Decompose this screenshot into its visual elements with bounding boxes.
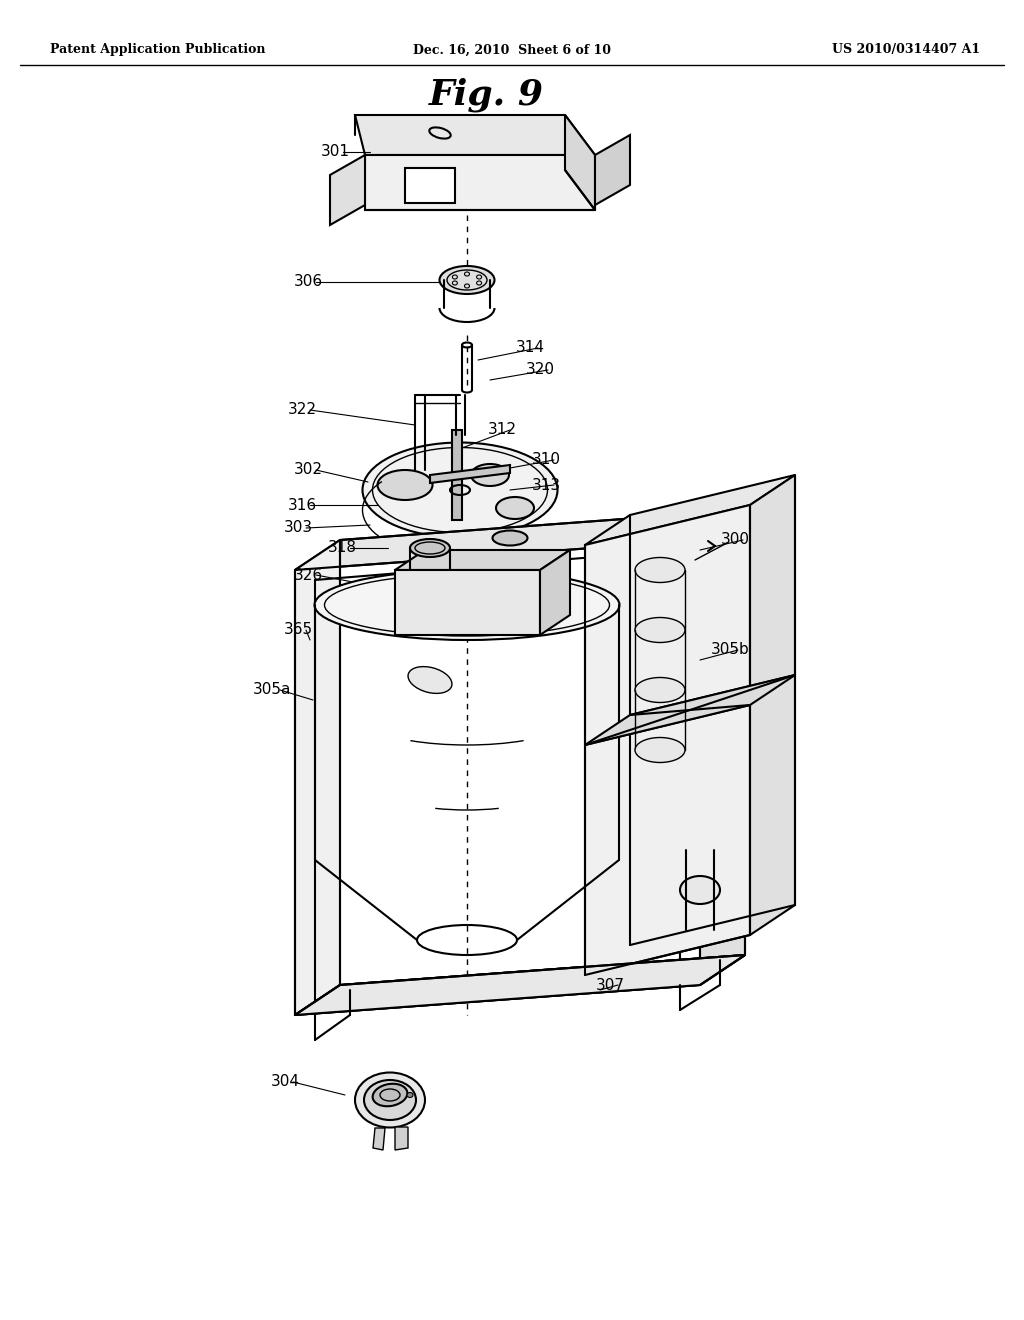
Polygon shape xyxy=(395,550,570,570)
Polygon shape xyxy=(295,954,745,1015)
Text: 305b: 305b xyxy=(711,643,750,657)
Text: 314: 314 xyxy=(515,341,545,355)
Polygon shape xyxy=(395,570,540,635)
Ellipse shape xyxy=(635,618,685,643)
Text: Fig. 9: Fig. 9 xyxy=(429,78,544,112)
Polygon shape xyxy=(750,475,795,935)
Polygon shape xyxy=(395,1127,408,1150)
Polygon shape xyxy=(700,510,745,985)
Text: 302: 302 xyxy=(294,462,323,478)
Polygon shape xyxy=(365,154,595,210)
Polygon shape xyxy=(540,550,570,635)
Ellipse shape xyxy=(410,539,450,557)
Polygon shape xyxy=(452,430,462,520)
Ellipse shape xyxy=(471,465,509,486)
Polygon shape xyxy=(295,954,745,1015)
Text: 304: 304 xyxy=(270,1074,299,1089)
Text: 310: 310 xyxy=(531,453,560,467)
Text: 365: 365 xyxy=(284,623,312,638)
Text: US 2010/0314407 A1: US 2010/0314407 A1 xyxy=(831,44,980,57)
Text: 307: 307 xyxy=(596,978,625,993)
Ellipse shape xyxy=(362,442,557,537)
Text: 318: 318 xyxy=(328,540,356,556)
Text: 312: 312 xyxy=(487,422,516,437)
Ellipse shape xyxy=(408,667,452,693)
Text: Dec. 16, 2010  Sheet 6 of 10: Dec. 16, 2010 Sheet 6 of 10 xyxy=(413,44,611,57)
Ellipse shape xyxy=(378,470,432,500)
Ellipse shape xyxy=(355,1072,425,1127)
Text: Patent Application Publication: Patent Application Publication xyxy=(50,44,265,57)
Text: 322: 322 xyxy=(288,403,316,417)
Polygon shape xyxy=(565,115,595,210)
Text: 326: 326 xyxy=(294,568,323,582)
Polygon shape xyxy=(585,675,795,744)
Ellipse shape xyxy=(407,1093,413,1097)
Text: 305a: 305a xyxy=(253,682,291,697)
Polygon shape xyxy=(295,510,745,570)
Polygon shape xyxy=(295,540,340,1015)
Polygon shape xyxy=(595,135,630,205)
Text: 320: 320 xyxy=(525,363,555,378)
Ellipse shape xyxy=(439,267,495,294)
Text: 313: 313 xyxy=(531,478,560,492)
Ellipse shape xyxy=(373,1084,408,1106)
Ellipse shape xyxy=(314,570,620,640)
Bar xyxy=(406,168,455,203)
Polygon shape xyxy=(330,154,365,224)
Ellipse shape xyxy=(635,677,685,702)
Ellipse shape xyxy=(364,1080,416,1119)
Ellipse shape xyxy=(680,876,720,904)
Polygon shape xyxy=(585,475,795,545)
Text: 303: 303 xyxy=(284,520,312,536)
Polygon shape xyxy=(373,1129,385,1150)
Polygon shape xyxy=(585,506,750,975)
Text: 301: 301 xyxy=(321,144,349,160)
Ellipse shape xyxy=(635,557,685,582)
Text: 306: 306 xyxy=(294,275,323,289)
Polygon shape xyxy=(430,465,510,483)
Ellipse shape xyxy=(635,738,685,763)
Text: 316: 316 xyxy=(288,498,316,512)
Text: 300: 300 xyxy=(721,532,750,548)
Polygon shape xyxy=(355,115,595,154)
Ellipse shape xyxy=(496,498,534,519)
Ellipse shape xyxy=(493,531,527,545)
